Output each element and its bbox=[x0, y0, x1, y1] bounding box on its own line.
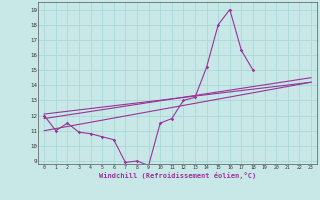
X-axis label: Windchill (Refroidissement éolien,°C): Windchill (Refroidissement éolien,°C) bbox=[99, 172, 256, 179]
